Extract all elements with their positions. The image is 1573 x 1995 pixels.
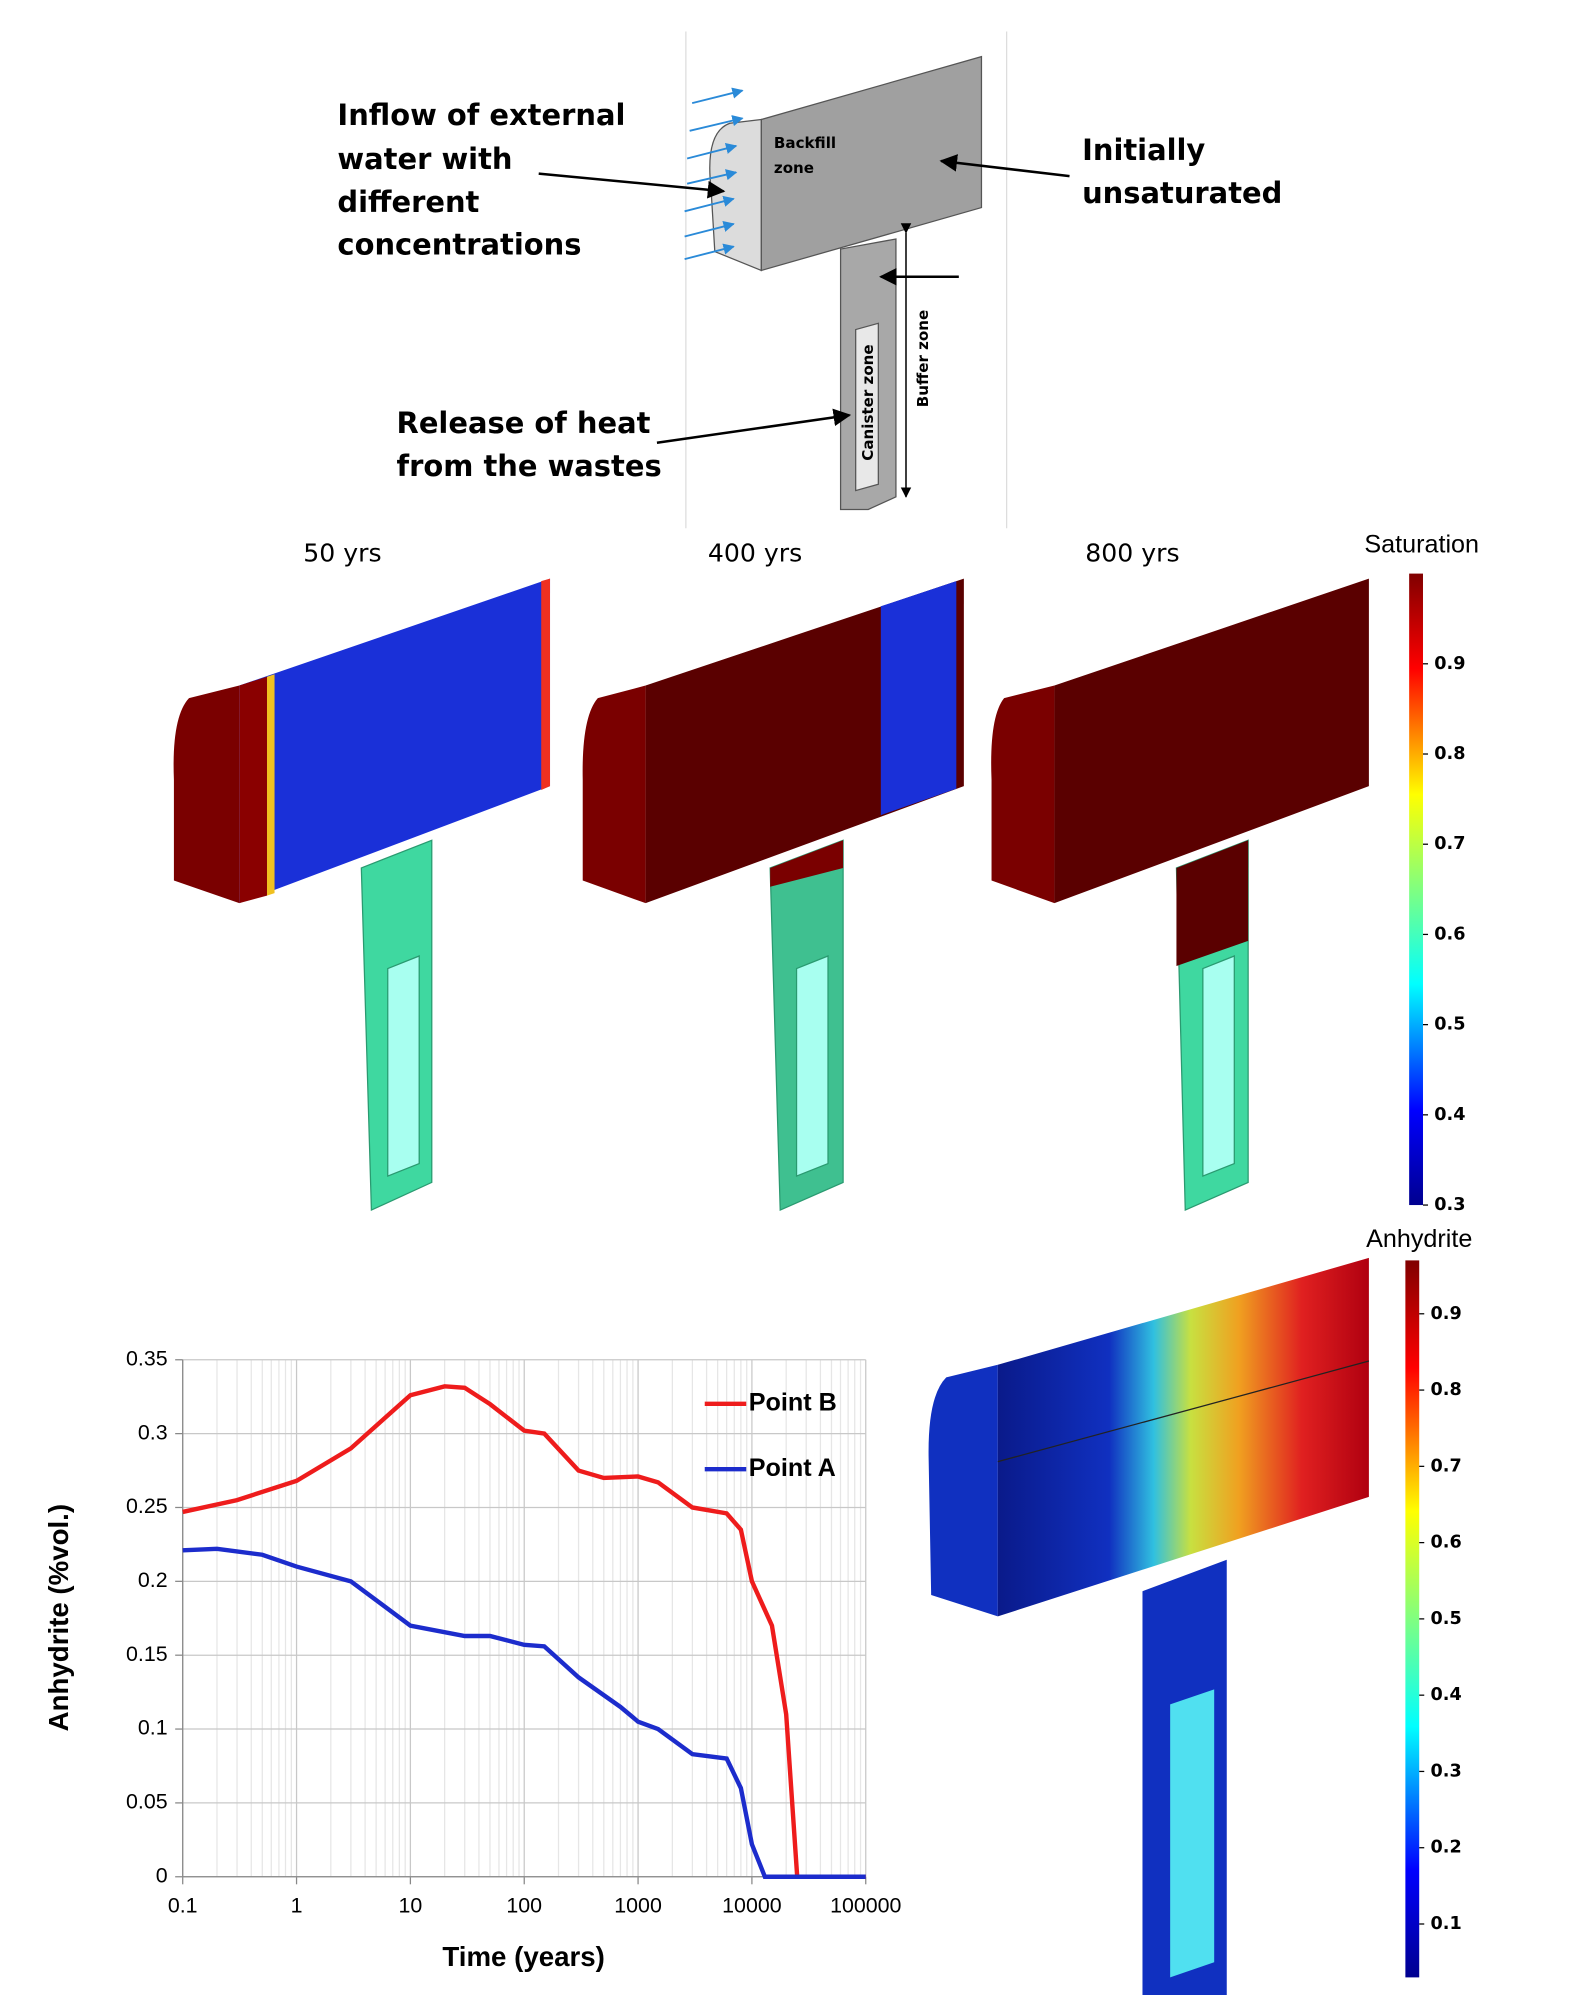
unsaturated-label: unsaturated	[1082, 176, 1282, 210]
colorbar-tick-label: 0.5	[1434, 1015, 1465, 1035]
y-tick-label: 0.3	[138, 1420, 168, 1444]
legend-label: Point A	[749, 1454, 836, 1482]
x-tick-label: 10000	[722, 1894, 782, 1918]
y-tick-label: 0.25	[126, 1494, 168, 1518]
x-tick-label: 100000	[830, 1894, 901, 1918]
legend-label: Point B	[749, 1388, 837, 1416]
backfill-label: zone	[774, 159, 814, 177]
colorbar-tick-label: 0.3	[1434, 1195, 1465, 1215]
y-tick-label: 0.15	[126, 1642, 168, 1666]
canister-label: Canister zone	[859, 344, 877, 460]
inflow-label: different	[337, 185, 479, 219]
snapshot-label: 50 yrs	[303, 539, 381, 568]
colorbar-title: Anhydrite	[1366, 1225, 1472, 1253]
snapshot-50	[173, 578, 551, 1212]
inflow-label: concentrations	[337, 228, 581, 262]
colorbar-tick-label: 0.3	[1431, 1761, 1462, 1781]
inflow-label: Inflow of external	[337, 98, 625, 132]
y-tick-label: 0.1	[138, 1716, 168, 1740]
colorbar-tick-label: 0.5	[1431, 1609, 1462, 1629]
colorbar-tick-label: 0.7	[1434, 834, 1465, 854]
y-axis-label: Anhydrite (%vol.)	[43, 1504, 74, 1731]
buffer-label: Buffer zone	[914, 310, 932, 407]
colorbar-tick-label: 0.6	[1431, 1533, 1462, 1553]
y-tick-label: 0.05	[126, 1790, 168, 1814]
colorbar	[1405, 1260, 1420, 1978]
line-chart: Time (years) Anhydrite (%vol.)	[43, 1504, 605, 1972]
x-tick-label: 10	[399, 1894, 423, 1918]
x-tick-label: 100	[506, 1894, 542, 1918]
colorbar-tick-label: 0.6	[1434, 924, 1465, 944]
x-tick-label: 1000	[614, 1894, 662, 1918]
snapshot-400	[582, 578, 964, 1212]
snapshot-label: 800 yrs	[1085, 539, 1179, 568]
inflow-label: water with	[337, 142, 512, 176]
colorbar-tick-label: 0.2	[1431, 1838, 1462, 1858]
x-axis-label: Time (years)	[442, 1941, 604, 1972]
anhydrite-render	[928, 1257, 1370, 1995]
backfill-label: Backfill	[774, 134, 836, 152]
series-line	[182, 1546, 866, 1879]
colorbar-tick-label: 0.1	[1431, 1914, 1462, 1934]
colorbar-title: Saturation	[1364, 531, 1479, 559]
colorbar-tick-label: 0.9	[1431, 1304, 1462, 1324]
y-tick-label: 0.2	[138, 1568, 168, 1592]
unsaturated-label: Initially	[1082, 133, 1205, 167]
heat-label: from the wastes	[397, 449, 662, 483]
colorbar-tick-label: 0.4	[1431, 1685, 1462, 1705]
colorbar-tick-label: 0.7	[1431, 1456, 1462, 1476]
x-tick-label: 1	[291, 1894, 303, 1918]
colorbar	[1409, 573, 1423, 1206]
colorbar-tick-label: 0.9	[1434, 654, 1465, 674]
y-tick-label: 0.35	[126, 1346, 168, 1370]
heat-label: Release of heat	[397, 406, 651, 440]
schematic	[538, 31, 1070, 529]
y-tick-label: 0	[156, 1863, 168, 1887]
colorbar-tick-label: 0.4	[1434, 1105, 1465, 1125]
snapshot-800	[991, 578, 1369, 1212]
series-line	[182, 1384, 866, 1879]
x-tick-label: 0.1	[168, 1894, 198, 1918]
snapshot-label: 400 yrs	[708, 539, 802, 568]
colorbar-tick-label: 0.8	[1431, 1380, 1462, 1400]
colorbar-tick-label: 0.8	[1434, 744, 1465, 764]
